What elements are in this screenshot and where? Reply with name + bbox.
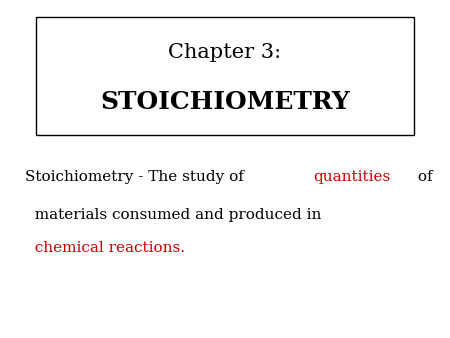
Text: chemical reactions.: chemical reactions. xyxy=(25,241,185,256)
Text: quantities: quantities xyxy=(314,170,391,185)
FancyBboxPatch shape xyxy=(36,17,414,135)
Text: materials consumed and produced in: materials consumed and produced in xyxy=(25,208,321,222)
Text: Stoichiometry - The study of: Stoichiometry - The study of xyxy=(25,170,248,185)
Text: STOICHIOMETRY: STOICHIOMETRY xyxy=(100,90,350,114)
Text: Chapter 3:: Chapter 3: xyxy=(168,43,282,62)
Text: of: of xyxy=(413,170,433,185)
